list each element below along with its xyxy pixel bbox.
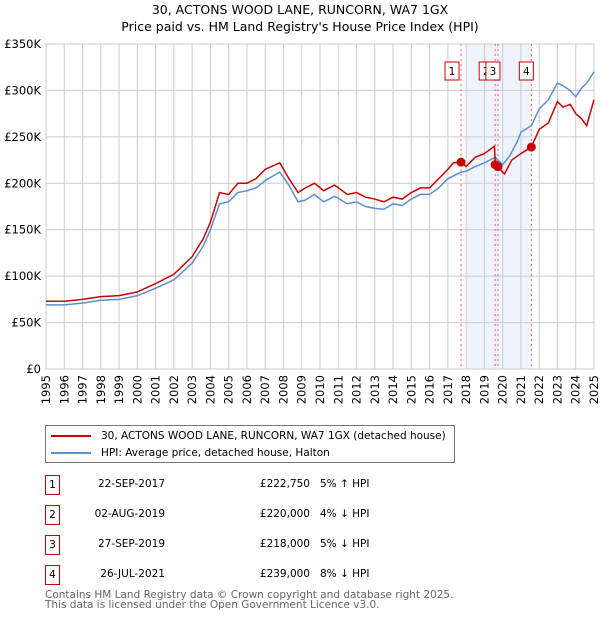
transaction-price: £220,000 xyxy=(259,508,310,520)
x-tick-label: 2011 xyxy=(331,375,345,404)
x-tick-label: 2021 xyxy=(514,375,528,404)
x-tick-label: 2023 xyxy=(550,375,564,404)
sale-point xyxy=(456,157,466,167)
transaction-number: 1 xyxy=(45,475,60,495)
y-tick-label: £350K xyxy=(4,37,41,51)
transaction-number: 3 xyxy=(45,535,60,555)
y-tick-label: £0 xyxy=(26,362,41,376)
transaction-hpi: 5% ↑ HPI xyxy=(320,478,370,490)
transaction-price: £218,000 xyxy=(259,538,310,550)
transaction-date: 26-JUL-2021 xyxy=(100,568,165,580)
x-tick-label: 1998 xyxy=(94,375,108,404)
legend-item-hpi: HPI: Average price, detached house, Halt… xyxy=(46,445,330,461)
legend-label: HPI: Average price, detached house, Halt… xyxy=(101,447,330,459)
x-tick-label: 2020 xyxy=(496,375,510,404)
legend-label: 30, ACTONS WOOD LANE, RUNCORN, WA7 1GX (… xyxy=(101,430,446,442)
footer-line: Contains HM Land Registry data © Crown c… xyxy=(45,589,454,601)
transaction-row: 3 27-SEP-2019 £218,000 5% ↓ HPI xyxy=(45,535,465,555)
x-tick-label: 2004 xyxy=(203,375,217,404)
transaction-date: 02-AUG-2019 xyxy=(94,508,165,520)
sale-label: 3 xyxy=(490,66,497,78)
y-tick-label: £250K xyxy=(4,130,41,144)
x-tick-label: 2005 xyxy=(222,375,236,404)
x-tick-label: 1999 xyxy=(112,375,126,404)
transaction-price: £222,750 xyxy=(259,478,310,490)
y-tick-label: £200K xyxy=(4,176,41,190)
sale-point xyxy=(493,162,503,172)
sale-label: 4 xyxy=(523,66,530,78)
x-tick-label: 2001 xyxy=(149,375,163,404)
x-tick-label: 2002 xyxy=(167,375,181,404)
sale-label-box xyxy=(485,61,501,81)
x-tick-label: 2016 xyxy=(423,375,437,404)
x-tick-label: 2015 xyxy=(404,375,418,404)
x-tick-label: 2012 xyxy=(350,375,364,404)
chart-subtitle: Price paid vs. HM Land Registry's House … xyxy=(121,19,479,34)
y-tick-label: £100K xyxy=(4,269,41,283)
legend-item-property: 30, ACTONS WOOD LANE, RUNCORN, WA7 1GX (… xyxy=(46,428,446,444)
x-tick-label: 2008 xyxy=(276,375,290,404)
transaction-number: 2 xyxy=(45,505,60,525)
transaction-number: 4 xyxy=(45,565,60,585)
x-tick-label: 2017 xyxy=(441,375,455,404)
footer: Contains HM Land Registry data © Crown c… xyxy=(45,589,454,611)
x-tick-label: 2025 xyxy=(587,375,600,404)
x-tick-label: 1996 xyxy=(57,375,71,404)
x-tick-label: 2010 xyxy=(313,375,327,404)
x-tick-label: 2006 xyxy=(240,375,254,404)
plot-frame xyxy=(45,43,595,370)
transaction-row: 2 02-AUG-2019 £220,000 4% ↓ HPI xyxy=(45,505,465,525)
sale-label-box xyxy=(518,61,534,81)
x-tick-label: 2019 xyxy=(477,375,491,404)
transaction-hpi: 4% ↓ HPI xyxy=(320,508,370,520)
footer-line: This data is licensed under the Open Gov… xyxy=(45,599,380,611)
transaction-hpi: 8% ↓ HPI xyxy=(320,568,370,580)
x-tick-label: 2007 xyxy=(258,375,272,404)
sale-label-box xyxy=(444,61,460,81)
x-tick-label: 2014 xyxy=(386,375,400,404)
y-tick-label: £50K xyxy=(12,316,42,330)
series-line xyxy=(46,71,595,306)
transaction-row: 1 22-SEP-2017 £222,750 5% ↑ HPI xyxy=(45,475,465,495)
x-tick-label: 2003 xyxy=(185,375,199,404)
x-tick-label: 2013 xyxy=(368,375,382,404)
sale-label: 1 xyxy=(449,66,456,78)
x-tick-label: 1997 xyxy=(76,375,90,404)
x-tick-label: 2018 xyxy=(459,375,473,404)
y-tick-label: £150K xyxy=(4,223,41,237)
x-tick-label: 2022 xyxy=(532,375,546,404)
x-tick-label: 2024 xyxy=(569,375,583,404)
sale-point xyxy=(526,142,536,152)
transaction-row: 4 26-JUL-2021 £239,000 8% ↓ HPI xyxy=(45,565,465,585)
legend: 30, ACTONS WOOD LANE, RUNCORN, WA7 1GX (… xyxy=(45,425,455,463)
x-tick-label: 2009 xyxy=(295,375,309,404)
transaction-date: 22-SEP-2017 xyxy=(97,478,165,490)
chart-title: 30, ACTONS WOOD LANE, RUNCORN, WA7 1GX xyxy=(151,2,449,17)
x-tick-label: 1995 xyxy=(39,375,53,404)
transaction-price: £239,000 xyxy=(259,568,310,580)
y-tick-label: £300K xyxy=(4,83,41,97)
x-tick-label: 2000 xyxy=(130,375,144,404)
shaded-period xyxy=(466,44,532,369)
transaction-date: 27-SEP-2019 xyxy=(97,538,165,550)
price-chart: £0 £50K £100K £150K £200K £250K £300K £350K 1995… xyxy=(4,37,600,404)
transaction-hpi: 5% ↓ HPI xyxy=(320,538,370,550)
